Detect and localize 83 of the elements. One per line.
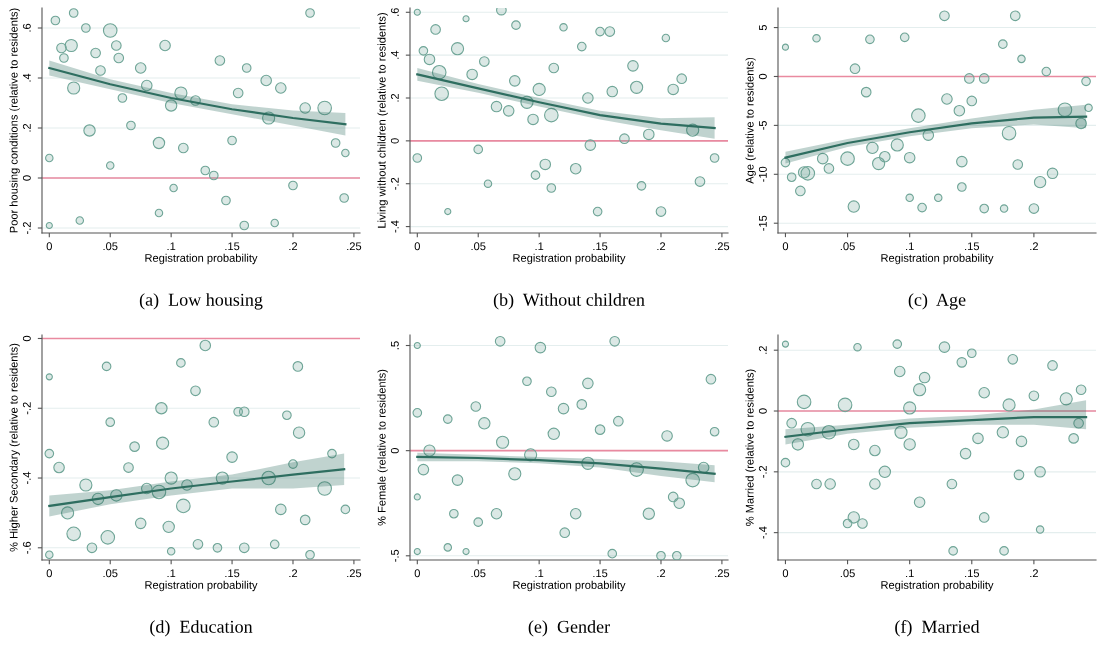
y-tick-label: .2	[390, 93, 399, 102]
y-tick-label: .5	[391, 341, 399, 350]
x-tick-label: .15	[225, 242, 240, 251]
x-axis-title: Registration probability	[881, 253, 994, 265]
x-tick-label: .25	[715, 242, 730, 251]
y-tick-label: 0	[758, 408, 767, 414]
text: (e) Gender	[528, 620, 610, 637]
x-tick-label: .05	[840, 242, 855, 251]
x-tick-label: .1	[167, 242, 176, 251]
x-tick-label: .1	[167, 569, 176, 578]
y-axis-title: Living without children (relative to residents)	[377, 13, 388, 228]
y-tick-label: .6	[22, 23, 31, 32]
x-tick-label: 0	[46, 569, 52, 578]
x-tick-label: .2	[657, 242, 666, 251]
x-tick-label: .15	[965, 242, 980, 251]
y-tick-label: 0	[758, 73, 767, 80]
x-tick-label: .2	[1030, 242, 1038, 251]
y-tick-label: .2	[22, 123, 31, 132]
text: (c) Age	[908, 293, 966, 310]
x-tick-label: 0	[782, 242, 789, 251]
x-tick-label: .25	[347, 569, 362, 578]
x-axis-title: Registration probability	[881, 580, 994, 592]
y-tick-label: -.4	[391, 220, 399, 233]
y-tick-label: -.5	[391, 549, 399, 562]
y-axis-title: Poor housing conditions (relative to residents)	[9, 8, 20, 233]
y-tick-label: -.4	[759, 526, 767, 539]
x-tick-label: 0	[414, 242, 420, 251]
y-tick-label: -.2	[390, 177, 399, 190]
x-tick-label: .05	[103, 569, 118, 578]
x-tick-label: .1	[535, 242, 544, 251]
line-series	[784, 415, 1088, 438]
y-tick-label: -.4	[23, 471, 31, 485]
x-tick-label: .05	[471, 242, 486, 251]
text: (a) Low housing	[139, 293, 263, 310]
text: (f) Married	[895, 619, 980, 637]
x-tick-label: .05	[103, 242, 118, 251]
y-tick-label: .4	[23, 73, 31, 82]
x-tick-label: .25	[347, 242, 362, 251]
x-axis-title: Registration probability	[145, 580, 258, 592]
x-tick-label: 0	[46, 242, 52, 251]
y-tick-label: 0	[390, 448, 399, 454]
y-tick-label: -5	[759, 120, 767, 130]
x-tick-label: .05	[840, 569, 855, 578]
x-tick-label: .1	[535, 569, 544, 578]
y-tick-label: -.6	[22, 541, 31, 554]
x-tick-label: .15	[965, 569, 980, 578]
text: (d) Education	[150, 620, 253, 637]
y-axis-title: % Female (relative to residents)	[377, 369, 388, 526]
x-tick-label: .2	[289, 569, 298, 578]
x-tick-label: .05	[471, 569, 486, 578]
x-tick-label: .25	[715, 569, 730, 578]
y-axis-title: Age (relative to residents)	[745, 57, 756, 184]
y-tick-label: -.2	[22, 222, 31, 234]
y-tick-label: -.2	[758, 465, 767, 478]
line-series	[416, 73, 716, 130]
line-series	[48, 468, 346, 508]
y-tick-label: .4	[391, 50, 399, 59]
y-tick-label: .2	[758, 346, 767, 354]
x-tick-label: .1	[906, 242, 914, 251]
x-axis-title: Registration probability	[145, 253, 258, 265]
y-tick-label: 0	[22, 335, 31, 342]
y-tick-label: 5	[759, 24, 767, 31]
x-tick-label: .15	[225, 569, 240, 578]
x-tick-label: 0	[782, 569, 789, 578]
x-tick-label: .2	[289, 242, 298, 251]
x-axis-title: Registration probability	[513, 253, 626, 265]
x-tick-label: 0	[414, 569, 420, 578]
x-tick-label: .1	[906, 569, 914, 578]
y-tick-label: -15	[759, 215, 767, 231]
y-tick-label: 0	[22, 175, 31, 181]
y-tick-label: .6	[390, 8, 399, 16]
y-tick-label: -10	[758, 166, 767, 182]
y-axis-title: % Married (relative to residents)	[745, 369, 756, 526]
x-tick-label: .15	[593, 242, 608, 251]
x-tick-label: .15	[593, 569, 608, 578]
y-axis-title: % Higher Secondary (relative to residents)	[9, 343, 20, 552]
x-tick-label: .2	[1030, 569, 1038, 578]
text: (b) Without children	[493, 293, 645, 310]
y-tick-label: 0	[390, 138, 399, 144]
x-axis-title: Registration probability	[513, 580, 626, 592]
y-tick-label: -.2	[22, 402, 31, 415]
line-series	[48, 66, 347, 126]
x-tick-label: .2	[657, 569, 666, 578]
